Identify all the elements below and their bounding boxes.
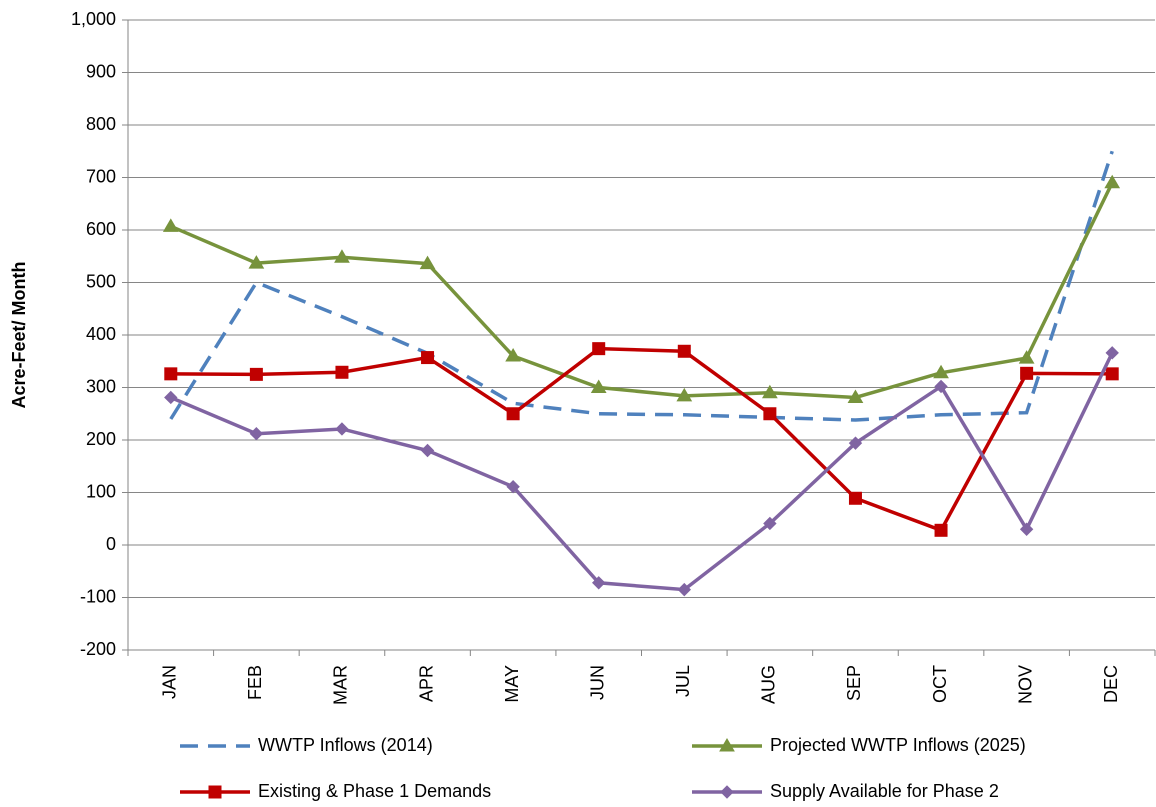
y-tick-label: 600 (86, 219, 116, 239)
data-point (335, 422, 349, 436)
data-point (248, 255, 265, 269)
data-point (592, 342, 606, 356)
x-tick-label: JUL (673, 665, 693, 697)
data-point (590, 379, 607, 393)
data-point (677, 582, 691, 597)
data-point (249, 367, 263, 381)
y-tick-label: 400 (86, 324, 116, 344)
data-point (1104, 174, 1121, 189)
data-point (419, 255, 436, 270)
x-tick-label: MAY (502, 665, 522, 703)
y-tick-label: 0 (106, 534, 116, 554)
data-point (164, 390, 178, 405)
data-point (335, 365, 349, 379)
series-line (170, 181, 1114, 400)
data-point (1105, 346, 1119, 360)
x-tick-label: MAR (331, 665, 351, 705)
legend-label: Existing & Phase 1 Demands (258, 781, 491, 801)
y-axis-label: Acre-Feet/ Month (9, 261, 29, 408)
y-tick-label: 700 (86, 166, 116, 186)
data-point (1020, 366, 1034, 380)
data-point (848, 436, 863, 450)
data-point (420, 443, 435, 458)
data-point (1018, 350, 1035, 364)
legend-label: WWTP Inflows (2014) (258, 735, 433, 755)
data-point (1105, 367, 1119, 381)
x-tick-label: DEC (1101, 665, 1121, 703)
data-point (506, 407, 520, 421)
series-line (170, 352, 1114, 592)
legend-marker (208, 785, 222, 799)
data-point (763, 407, 777, 421)
data-point (505, 348, 521, 362)
data-point (934, 379, 948, 394)
y-tick-label: 100 (86, 481, 116, 501)
data-point (249, 426, 264, 441)
data-point (164, 367, 178, 381)
y-tick-label: 1,000 (71, 9, 116, 29)
data-point (763, 516, 777, 531)
y-tick-label: 300 (86, 376, 116, 396)
x-tick-label: JUN (587, 665, 607, 700)
y-tick-label: -100 (80, 586, 116, 606)
legend-label: Supply Available for Phase 2 (770, 781, 999, 801)
y-tick-label: 500 (86, 271, 116, 291)
data-point (1019, 522, 1034, 536)
y-tick-label: 900 (86, 61, 116, 81)
x-tick-label: NOV (1015, 665, 1035, 704)
data-point (592, 576, 606, 590)
legend-marker (720, 785, 734, 799)
x-tick-label: JAN (160, 665, 180, 699)
data-point (506, 480, 520, 494)
legend-marker (719, 738, 735, 752)
data-point (762, 384, 778, 399)
series-line (169, 150, 1114, 422)
x-tick-label: OCT (930, 665, 950, 703)
data-point (934, 523, 948, 537)
data-point (421, 351, 435, 365)
data-point (334, 249, 350, 263)
x-tick-label: AUG (759, 665, 779, 704)
y-tick-label: 800 (86, 114, 116, 134)
y-tick-label: -200 (80, 639, 116, 659)
x-tick-label: SEP (844, 665, 864, 701)
series-line (170, 346, 1113, 533)
x-tick-label: FEB (245, 665, 265, 700)
data-point (677, 344, 691, 358)
data-point (933, 364, 949, 379)
data-point (847, 389, 864, 403)
data-point (676, 387, 693, 402)
data-point (848, 491, 862, 505)
legend-label: Projected WWTP Inflows (2025) (770, 735, 1026, 755)
y-tick-label: 200 (86, 429, 116, 449)
x-tick-label: APR (416, 665, 436, 702)
data-point (162, 218, 179, 232)
